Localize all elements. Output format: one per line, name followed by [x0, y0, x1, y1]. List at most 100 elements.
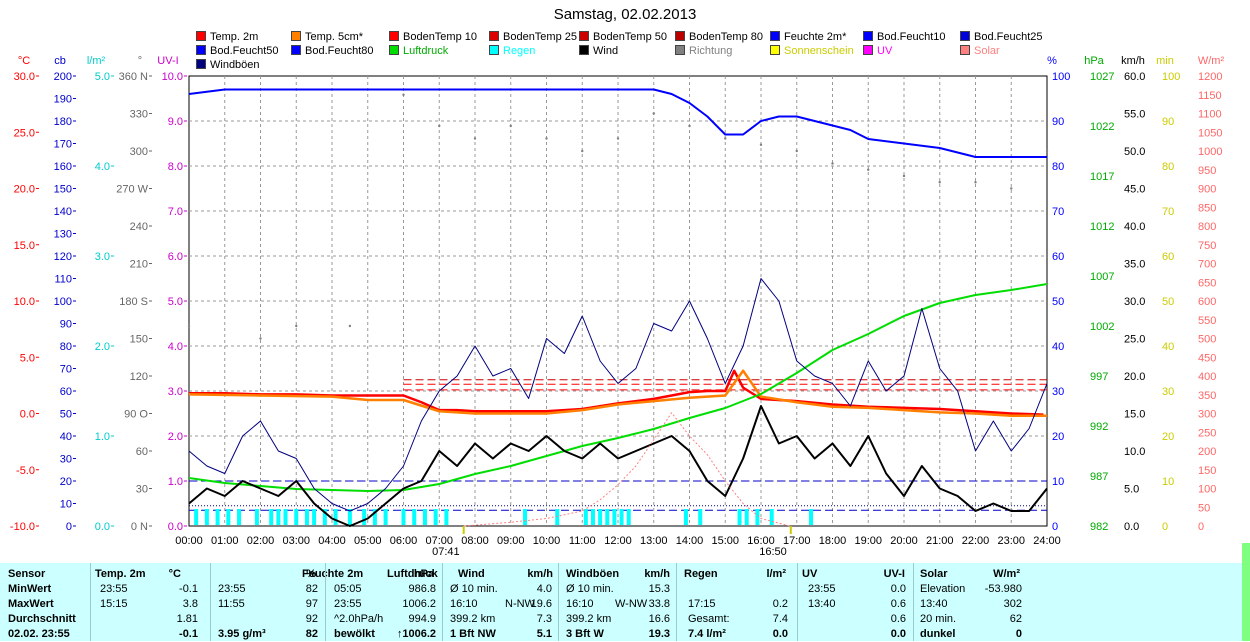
table-cell-temp_t: 23:55 — [100, 583, 128, 595]
table-cell-press_t: bewölkt — [334, 628, 375, 640]
direction-point — [831, 162, 834, 165]
solar-axis-tick: 450 — [1198, 352, 1216, 364]
legend-swatch — [489, 45, 499, 55]
hum-axis-tick: 80 — [1052, 161, 1064, 173]
legend-item: Temp. 5cm* — [291, 30, 363, 44]
rain-bar — [605, 509, 610, 525]
table-header-cell: Solar — [920, 568, 948, 580]
sun-axis-tick: 100 — [1162, 71, 1180, 83]
dir-axis-tick: 60 — [136, 446, 148, 458]
sun-axis-tick: 90 — [1162, 116, 1174, 128]
legend-swatch — [389, 45, 399, 55]
rain-bar — [294, 509, 299, 525]
legend-item: BodenTemp 80 — [675, 30, 763, 44]
legend-swatch — [960, 45, 970, 55]
press-axis-tick: 1012 — [1090, 221, 1114, 233]
table-cell-sol_t: dunkel — [920, 628, 956, 640]
sun-axis-tick: 20 — [1162, 431, 1174, 443]
solar-axis-tick: 850 — [1198, 202, 1216, 214]
x-tick-label: 03:00 — [282, 535, 310, 547]
hum-axis-tick: 60 — [1052, 251, 1064, 263]
legend-item: Feuchte 2m* — [770, 30, 846, 44]
x-tick-label: 07:00 — [425, 535, 453, 547]
x-tick-label: 13:00 — [640, 535, 668, 547]
legend-label: Bod.Feucht25 — [974, 31, 1043, 43]
direction-point — [509, 124, 512, 128]
hum-axis-tick: 20 — [1052, 431, 1064, 443]
table-cell-temp_v: 3.8 — [182, 598, 198, 610]
hum-axis-tick: 30 — [1052, 386, 1064, 398]
table-column-divider — [442, 563, 443, 641]
series-line — [188, 278, 1048, 512]
solar-axis-tick: 950 — [1198, 165, 1216, 177]
x-tick-label: 19:00 — [854, 535, 882, 547]
rain-bar — [737, 509, 742, 525]
rain-axis-tick: 0.0 — [95, 521, 110, 533]
rain-bar — [744, 509, 749, 525]
wind-axis-tick: 0.0 — [1124, 521, 1139, 533]
table-cell-press_t: 23:55 — [334, 598, 362, 610]
direction-point — [473, 137, 477, 140]
rain-bar — [809, 509, 814, 525]
dir-axis-tick: 90 O — [124, 409, 148, 421]
rain-bar — [433, 509, 438, 525]
rain-bar — [769, 509, 774, 525]
direction-point — [581, 149, 584, 153]
sun-axis-tick: 10 — [1162, 476, 1174, 488]
wind-axis-tick: 10.0 — [1124, 446, 1145, 458]
rain-bar — [269, 509, 274, 525]
scrollbar[interactable] — [1242, 543, 1250, 641]
rain-bar — [598, 509, 603, 525]
dir-axis-tick: 240 — [130, 221, 148, 233]
dir-axis-tick: 330 — [130, 109, 148, 121]
table-header-cell: km/h — [527, 568, 553, 580]
chart-canvas: 00:00 01:00 02:00 03:00 04:00 05:00 06:00 07:00… — [10, 55, 1225, 558]
legend-swatch — [579, 45, 589, 55]
rain-bar — [683, 509, 688, 525]
x-tick-label: 08:00 — [461, 535, 489, 547]
legend-label: Temp. 5cm* — [305, 31, 364, 43]
table-column-divider — [676, 563, 677, 641]
direction-point — [724, 137, 727, 140]
table-cell-uv_v: 0.0 — [890, 583, 906, 595]
table-cell-press_v: 986.8 — [408, 583, 436, 595]
rain-axis-tick: 2.0 — [95, 341, 110, 353]
temp-axis-tick: 5.0 — [20, 352, 35, 364]
table-cell-rain_v: 0.0 — [772, 628, 788, 640]
table-column-divider — [797, 563, 798, 641]
table-cell-sol_v: 302 — [1003, 598, 1022, 610]
series-line — [189, 369, 1044, 416]
cb-axis-tick: 80 — [60, 341, 72, 353]
cb-axis-tick: 90 — [60, 319, 72, 331]
table-cell-uv_t: 13:40 — [808, 598, 836, 610]
table-cell-label: MaxWert — [8, 598, 54, 610]
x-tick-label: 05:00 — [354, 535, 382, 547]
legend-item: Bod.Feucht80 — [291, 44, 374, 58]
legend-swatch — [291, 31, 301, 41]
series-line — [188, 405, 1048, 527]
table-header-row: Sensor Temp. 2m °C Feuchte 2m% Luftdruck hPa W… — [0, 567, 1242, 582]
rain-bar — [347, 509, 352, 525]
table-row: MaxWert 15:15 3.8 11:55 97 23:55 1006.2 16:10 N-… — [0, 597, 1242, 612]
table-cell-rain_v: 7.4 — [772, 613, 788, 625]
rain-bar — [626, 509, 631, 525]
cb-axis-tick: 170 — [54, 139, 72, 151]
cb-axis-tick: 70 — [60, 364, 72, 376]
table-column-divider — [913, 563, 914, 641]
press-axis-tick: 992 — [1090, 421, 1108, 433]
table-cell-wind_t: Ø 10 min. — [450, 583, 498, 595]
table-header-cell: UV — [802, 568, 818, 580]
legend-item: Bod.Feucht10 — [863, 30, 946, 44]
rain-bar — [322, 509, 327, 525]
table-row: 02.02. 23:55 -0.1 3.95 g/m³ 82 bewölkt ↑1006.… — [0, 627, 1242, 642]
rain-bar — [583, 509, 588, 525]
legend-label: Feuchte 2m* — [784, 31, 847, 43]
rain-bar — [612, 509, 617, 525]
solar-axis-tick: 300 — [1198, 409, 1216, 421]
legend-swatch — [489, 31, 499, 41]
table-header-cell: UV-I — [883, 568, 905, 580]
direction-point — [187, 324, 191, 328]
table-header-cell: Regen — [684, 568, 718, 580]
temp-axis-tick: 10.0 — [14, 296, 35, 308]
legend-swatch — [770, 45, 780, 55]
